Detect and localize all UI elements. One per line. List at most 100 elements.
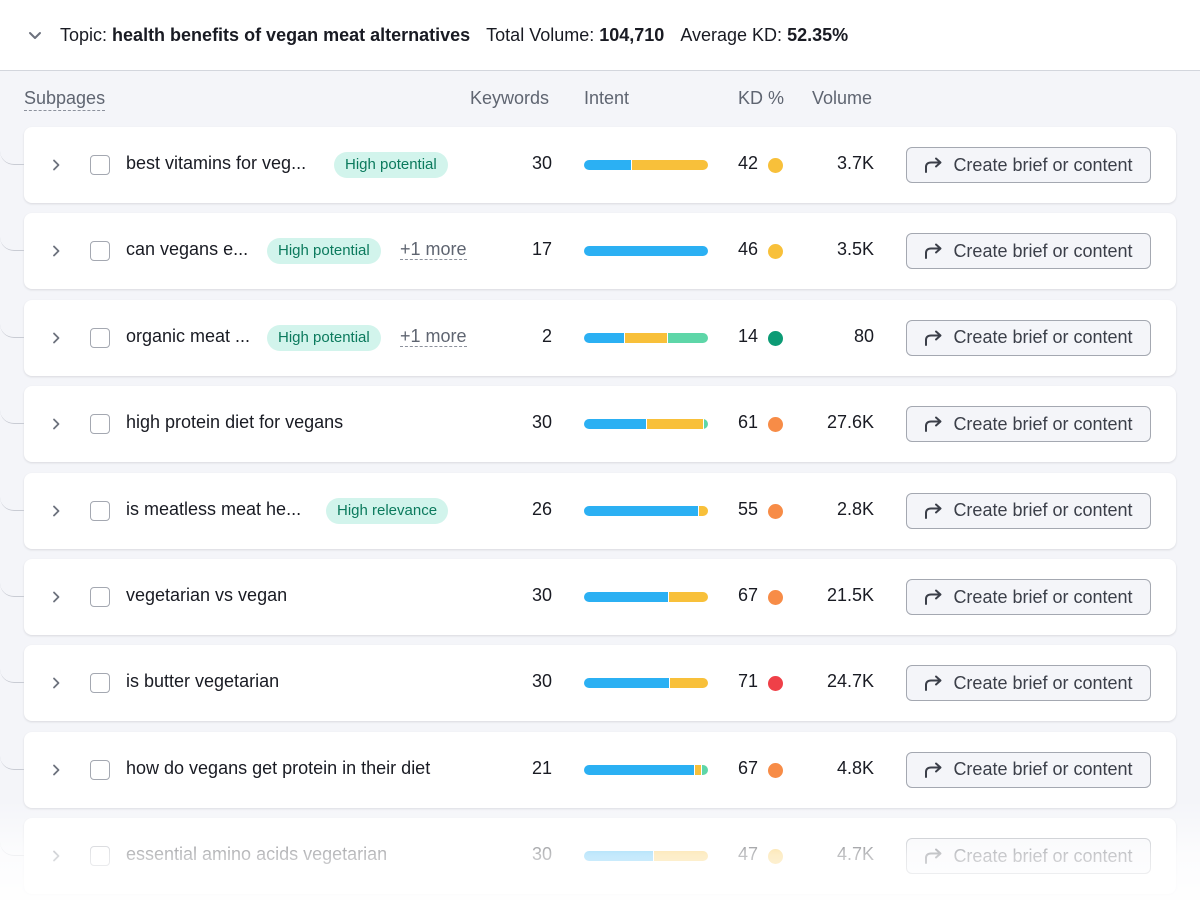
row-checkbox[interactable] [90, 500, 110, 521]
intent-bar [584, 246, 708, 257]
keywords-count: 21 [531, 757, 552, 778]
create-brief-button[interactable]: Create brief or content [906, 233, 1151, 270]
create-brief-label: Create brief or content [953, 240, 1133, 261]
chevron-right-icon[interactable] [46, 328, 66, 348]
intent-segment [584, 246, 708, 257]
more-link[interactable]: +1 more [400, 239, 467, 261]
table-row: can vegans e... High potential +1 more 1… [0, 213, 1176, 290]
chevron-right-icon[interactable] [46, 760, 66, 780]
subpage-title[interactable]: is butter vegetarian [126, 671, 280, 692]
kd-difficulty-dot [768, 590, 783, 605]
create-brief-button[interactable]: Create brief or content [906, 319, 1151, 356]
tree-connector [0, 732, 24, 770]
kd-value: 67 [738, 757, 759, 778]
chevron-right-icon[interactable] [46, 241, 66, 261]
intent-segment [668, 592, 708, 602]
intent-segment [584, 764, 694, 775]
share-arrow-icon [925, 762, 942, 778]
intent-segment [699, 505, 708, 516]
subpage-title[interactable]: how do vegans get protein in their diet [126, 757, 431, 778]
potential-badge: High potential [267, 238, 381, 265]
chevron-right-icon[interactable] [46, 414, 66, 434]
row-checkbox[interactable] [90, 241, 110, 262]
create-brief-label: Create brief or content [953, 586, 1133, 607]
chevron-right-icon[interactable] [46, 673, 66, 693]
intent-bar [584, 592, 708, 602]
tree-connector [0, 127, 24, 165]
column-subpages[interactable]: Subpages [24, 88, 106, 111]
share-arrow-icon [925, 416, 942, 433]
intent-segment [669, 678, 708, 689]
kd-difficulty-dot [768, 158, 783, 173]
intent-segment [667, 332, 708, 343]
subpage-title[interactable]: high protein diet for vegans [126, 412, 344, 433]
intent-segment [625, 332, 667, 343]
subpage-title[interactable]: can vegans e... [126, 239, 249, 260]
column-keywords: Keywords [470, 88, 550, 108]
kd-difficulty-dot [768, 676, 783, 692]
average-kd-label: Average KD: [680, 24, 783, 45]
chevron-right-icon[interactable] [46, 587, 66, 607]
keywords-count: 30 [531, 412, 552, 433]
intent-segment [631, 160, 708, 170]
create-brief-button[interactable]: Create brief or content [906, 838, 1151, 875]
row-checkbox[interactable] [90, 327, 110, 348]
subpage-title[interactable]: organic meat ... [126, 325, 251, 346]
tree-connector [0, 213, 24, 252]
kd-value: 42 [738, 153, 759, 173]
keywords-count: 30 [531, 671, 552, 692]
chevron-down-icon[interactable] [26, 26, 44, 44]
create-brief-button[interactable]: Create brief or content [906, 147, 1151, 183]
kd-difficulty-dot [768, 762, 783, 778]
tree-connector [0, 645, 24, 684]
share-arrow-icon [925, 243, 942, 260]
create-brief-button[interactable]: Create brief or content [906, 665, 1151, 702]
more-link[interactable]: +1 more [400, 325, 467, 347]
create-brief-button[interactable]: Create brief or content [906, 579, 1151, 615]
table-row: high protein diet for vegans 30 61 27.6K… [0, 386, 1176, 463]
chevron-right-icon[interactable] [46, 846, 66, 866]
row-checkbox[interactable] [90, 155, 110, 175]
table-row: best vitamins for veg... High potential … [0, 127, 1176, 203]
volume-value: 21.5K [826, 585, 874, 605]
potential-badge: High potential [334, 152, 448, 178]
topic-label: Topic: [60, 24, 108, 45]
row-checkbox[interactable] [90, 587, 110, 607]
create-brief-button[interactable]: Create brief or content [906, 406, 1151, 443]
intent-segment [701, 764, 708, 775]
row-checkbox[interactable] [90, 846, 110, 867]
intent-segment [584, 505, 699, 516]
create-brief-label: Create brief or content [953, 672, 1133, 693]
table-row: essential amino acids vegetarian 30 47 4… [0, 818, 1176, 895]
subpage-title[interactable]: vegetarian vs vegan [126, 585, 288, 605]
intent-segment [584, 678, 669, 689]
intent-bar [584, 505, 708, 516]
chevron-right-icon[interactable] [46, 501, 66, 521]
subpage-title[interactable]: essential amino acids vegetarian [126, 844, 388, 865]
create-brief-label: Create brief or content [953, 845, 1133, 866]
intent-segment [647, 419, 704, 430]
subpage-title[interactable]: best vitamins for veg... [126, 153, 307, 173]
create-brief-button[interactable]: Create brief or content [906, 492, 1151, 529]
table-row: is butter vegetarian 30 71 24.7K Create … [0, 645, 1176, 722]
column-kd: KD % [738, 88, 785, 108]
create-brief-button[interactable]: Create brief or content [906, 751, 1151, 788]
row-checkbox[interactable] [90, 673, 110, 694]
share-arrow-icon [925, 503, 942, 519]
share-arrow-icon [925, 330, 942, 346]
create-brief-label: Create brief or content [953, 500, 1133, 521]
total-volume-label: Total Volume: [486, 24, 595, 45]
chevron-right-icon[interactable] [46, 155, 66, 175]
average-kd-value: 52.35% [787, 24, 849, 45]
keywords-count: 30 [531, 585, 552, 605]
subpage-title[interactable]: is meatless meat he... [126, 498, 302, 519]
kd-difficulty-dot [768, 244, 783, 260]
keywords-count: 26 [531, 498, 552, 519]
share-arrow-icon [925, 589, 942, 605]
column-intent: Intent [584, 88, 630, 108]
row-checkbox[interactable] [90, 414, 110, 435]
kd-value: 67 [738, 585, 759, 605]
table-row: organic meat ... High potential +1 more … [0, 299, 1176, 376]
row-checkbox[interactable] [90, 759, 110, 780]
volume-value: 2.8K [836, 498, 874, 519]
